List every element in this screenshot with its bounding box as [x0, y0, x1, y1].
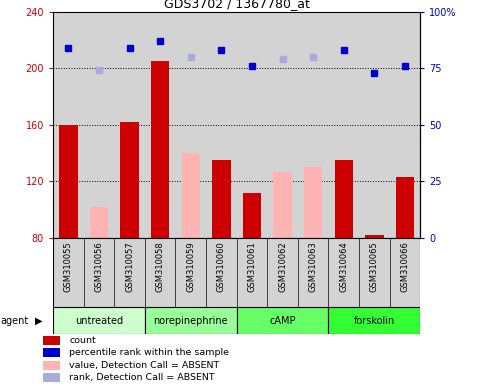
Text: GSM310060: GSM310060	[217, 242, 226, 292]
Text: norepinephrine: norepinephrine	[154, 316, 228, 326]
Bar	[396, 177, 414, 238]
Text: forskolin: forskolin	[354, 316, 395, 326]
Bar	[59, 125, 78, 238]
Text: count: count	[69, 336, 96, 345]
Bar	[335, 160, 353, 238]
Text: percentile rank within the sample: percentile rank within the sample	[69, 348, 229, 357]
Bar	[304, 167, 322, 238]
Text: agent: agent	[0, 316, 28, 326]
Text: GSM310059: GSM310059	[186, 242, 195, 292]
Text: rank, Detection Call = ABSENT: rank, Detection Call = ABSENT	[69, 373, 215, 382]
Text: GSM310066: GSM310066	[400, 242, 410, 292]
Bar	[120, 122, 139, 238]
Text: value, Detection Call = ABSENT: value, Detection Call = ABSENT	[69, 361, 219, 370]
Text: untreated: untreated	[75, 316, 123, 326]
Bar	[43, 361, 60, 370]
Bar	[182, 153, 200, 238]
Text: GSM310065: GSM310065	[370, 242, 379, 292]
Text: GSM310064: GSM310064	[339, 242, 348, 292]
Bar	[90, 207, 108, 238]
Text: GSM310056: GSM310056	[95, 242, 103, 292]
Text: cAMP: cAMP	[270, 316, 296, 326]
Text: GSM310062: GSM310062	[278, 242, 287, 292]
Bar	[237, 307, 328, 334]
Bar	[53, 307, 145, 334]
Text: GSM310055: GSM310055	[64, 242, 73, 292]
Text: GSM310058: GSM310058	[156, 242, 165, 292]
Bar	[328, 307, 420, 334]
Bar	[273, 172, 292, 238]
Text: GSM310061: GSM310061	[247, 242, 256, 292]
Bar	[53, 238, 420, 307]
Bar	[151, 61, 170, 238]
Title: GDS3702 / 1367780_at: GDS3702 / 1367780_at	[164, 0, 310, 10]
Bar	[212, 160, 230, 238]
Text: GSM310063: GSM310063	[309, 242, 318, 292]
Bar	[243, 193, 261, 238]
Bar	[365, 235, 384, 238]
Bar	[43, 336, 60, 345]
Bar	[43, 348, 60, 357]
Text: GSM310057: GSM310057	[125, 242, 134, 292]
Bar	[43, 373, 60, 382]
Text: ▶: ▶	[35, 316, 43, 326]
Bar	[145, 307, 237, 334]
